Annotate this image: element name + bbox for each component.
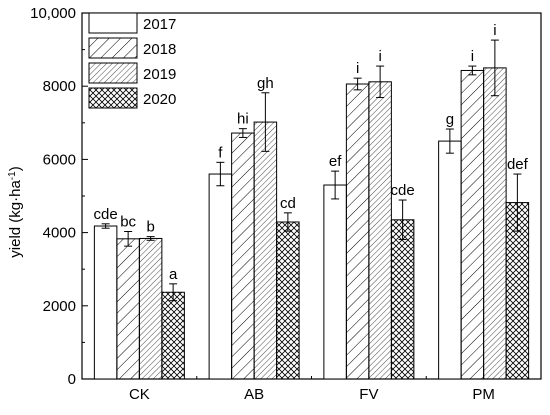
significance-label: i [493,22,496,39]
bar-2017-ck [93,225,118,380]
significance-label: cd [280,195,296,212]
y-axis-label-text: yield (kg·ha [7,180,24,258]
bar-2019-fv [368,81,392,380]
bar-2019-pm [483,67,507,380]
x-tick-label-ck: CK [129,386,150,403]
bar-2019-ab [253,121,278,380]
bar-2018-fv [345,83,370,380]
legend-swatch-2019 [88,62,138,84]
bar-2018-pm [460,69,485,380]
significance-label: i [378,48,381,65]
y-axis-label: yield (kg·ha-1) [7,166,24,257]
x-tick-label-pm: PM [472,386,495,403]
y-axis-label-sup: -1 [7,171,18,180]
significance-label: f [218,144,223,161]
bar-2020-fv [390,219,415,380]
legend-label-2020: 2020 [143,91,176,108]
bar-2020-ab [276,221,300,380]
bar-2017-ab [208,173,233,380]
legend-swatch-2017 [88,12,138,34]
bar-2018-ab [231,132,255,380]
y-tick-label: 2000 [43,298,76,315]
significance-label: g [446,111,454,128]
significance-label: hi [237,111,249,128]
significance-label: def [507,156,529,173]
significance-label: bc [120,214,136,231]
legend-label-2019: 2019 [143,66,176,83]
y-tick-label: 0 [68,371,76,388]
significance-label: i [471,48,474,65]
y-axis-label-close: ) [7,166,24,171]
y-tick-label: 10,000 [30,5,76,22]
bar-2020-ck [161,291,185,380]
bar-2017-fv [323,184,347,380]
y-tick-label: 8000 [43,78,76,95]
legend-swatch-2018 [88,37,138,59]
x-tick-label-fv: FV [359,386,378,403]
y-tick-label: 4000 [43,225,76,242]
legend-label-2017: 2017 [143,16,176,33]
y-tick-label: 6000 [43,151,76,168]
significance-label: gh [257,75,274,92]
bar-2019-ck [138,237,163,380]
legend-swatch-2020 [88,87,138,109]
bar-2017-pm [438,140,462,380]
significance-label: cde [94,206,118,223]
significance-label: cde [391,182,415,199]
significance-label: b [146,219,154,236]
significance-label: a [169,266,178,283]
x-tick-label-ab: AB [244,386,264,403]
legend-label-2018: 2018 [143,41,176,58]
significance-label: i [356,60,359,77]
significance-label: ef [329,153,342,170]
bar-2018-ck [116,238,140,380]
